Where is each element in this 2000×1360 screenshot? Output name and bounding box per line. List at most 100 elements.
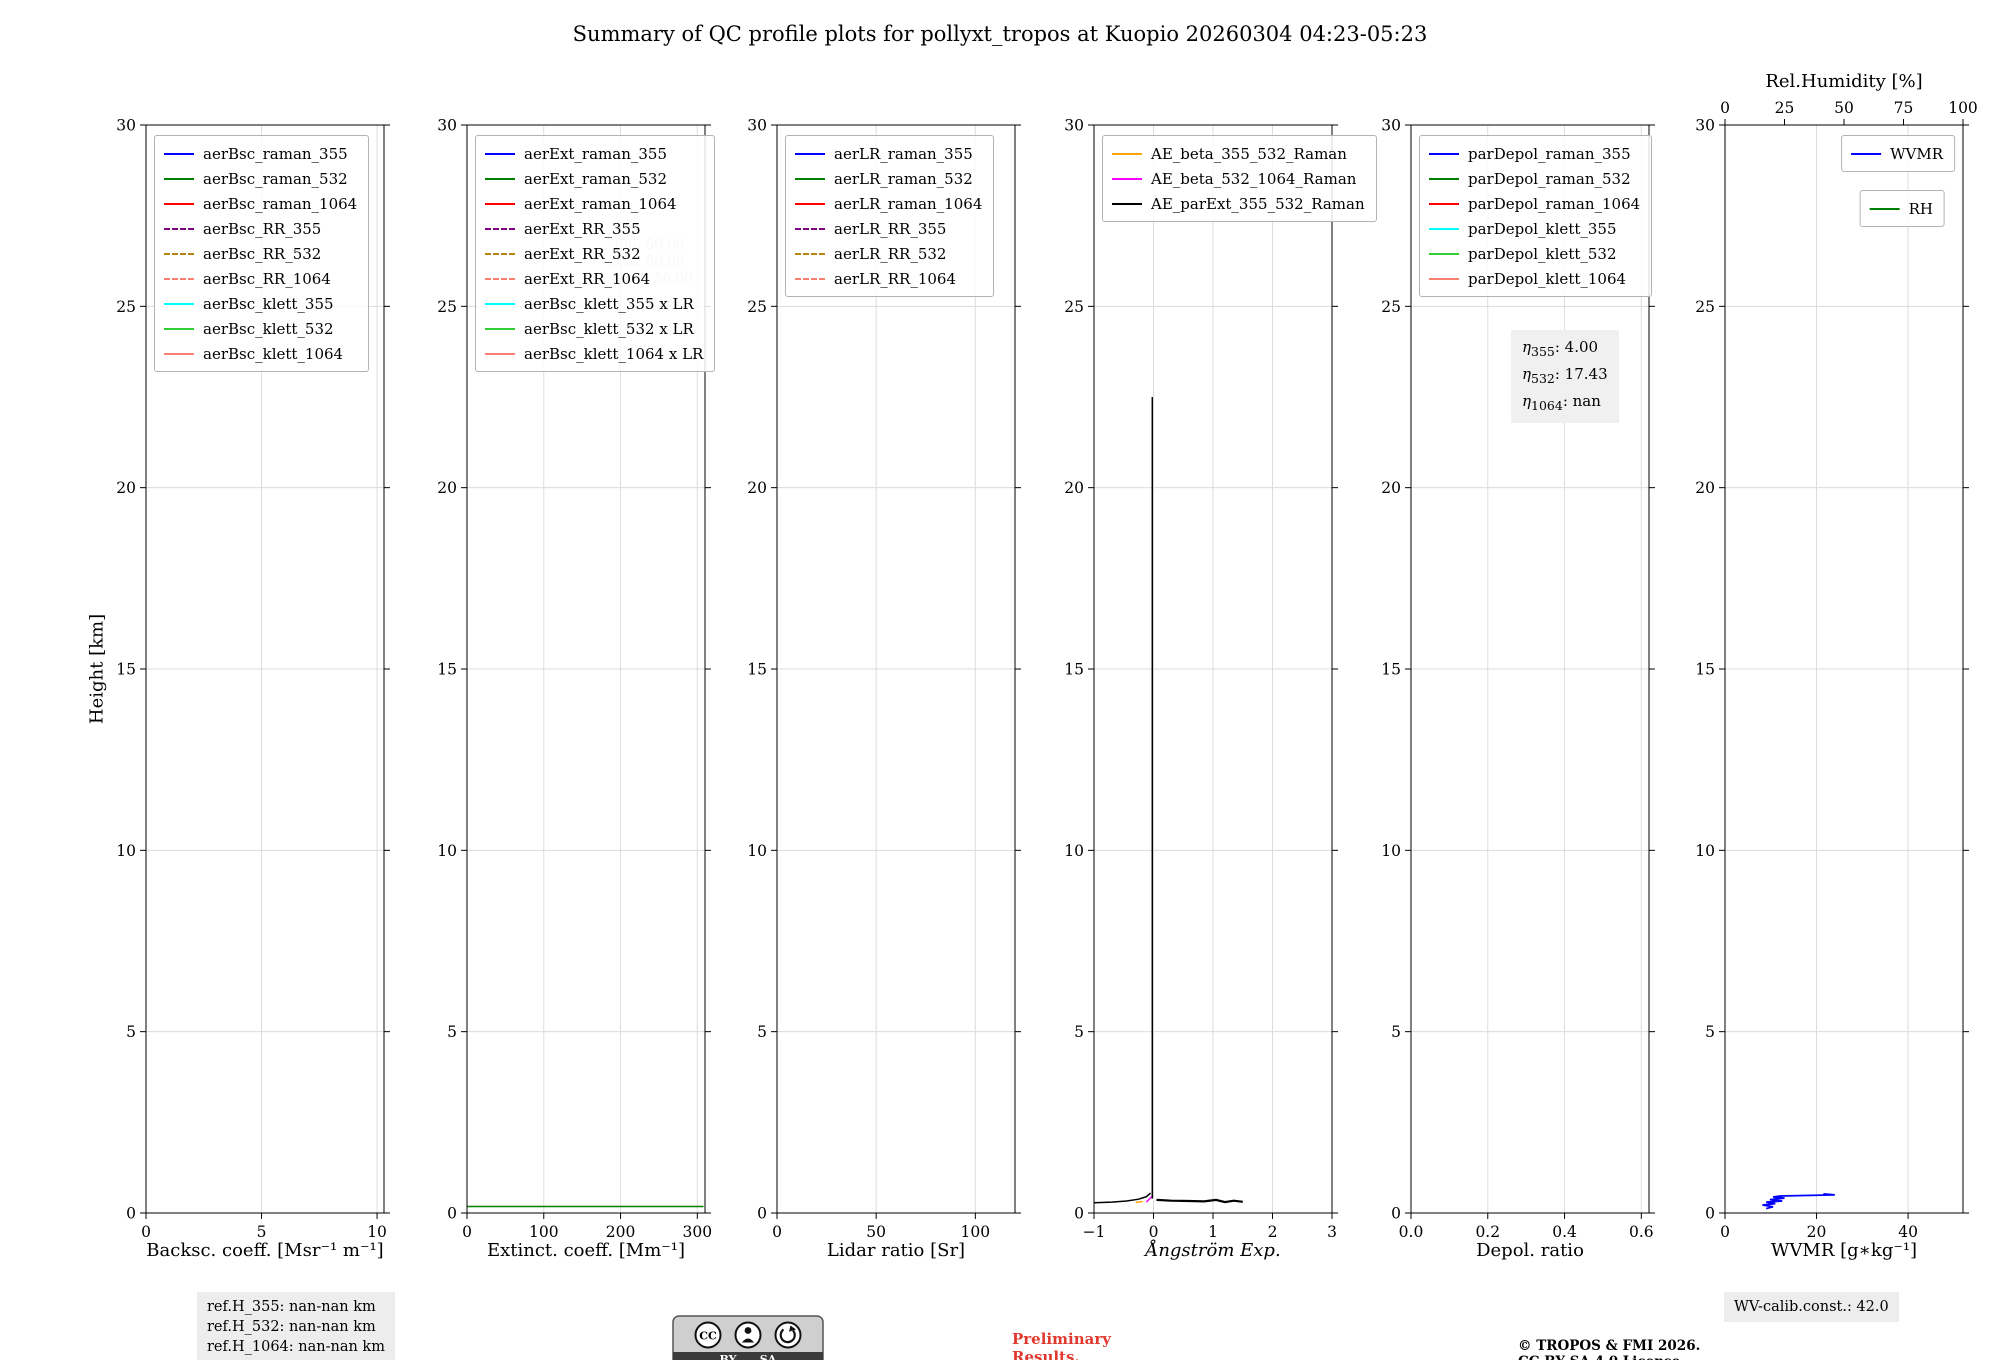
svg-text:3: 3 — [1327, 1223, 1337, 1241]
axes-ticks: 0 100 200 300 0 5 10 15 20 25 30 — [437, 117, 712, 1242]
svg-text:10: 10 — [1381, 842, 1401, 860]
svg-text:15: 15 — [437, 661, 457, 679]
svg-text:10: 10 — [747, 842, 767, 860]
svg-text:5: 5 — [1705, 1023, 1715, 1041]
axes-ticks: 0 50 100 0 5 10 15 20 25 30 — [747, 117, 1021, 1241]
svg-text:0: 0 — [447, 1205, 457, 1223]
legend-line-sample — [485, 202, 515, 205]
eta-line: η532: 17.43 — [1522, 365, 1608, 386]
svg-text:15: 15 — [1381, 661, 1401, 679]
svg-text:5: 5 — [126, 1023, 136, 1041]
legend-line-sample — [1429, 277, 1459, 280]
svg-text:1: 1 — [1208, 1223, 1218, 1241]
legend-label: aerBsc_RR_532 — [203, 244, 322, 263]
legend-lidar-ratio: aerLR_raman_355 aerLR_raman_532 aerLR_rama… — [785, 135, 995, 297]
legend-entry: aerLR_RR_355 — [795, 216, 982, 241]
legend-line-sample — [1112, 177, 1142, 180]
svg-text:15: 15 — [747, 661, 767, 679]
svg-text:5: 5 — [257, 1223, 267, 1241]
legend-line-sample — [164, 352, 194, 355]
legend-label: aerLR_RR_1064 — [834, 269, 957, 288]
svg-text:10: 10 — [1064, 842, 1084, 860]
legend-line-sample — [485, 227, 515, 230]
svg-text:0: 0 — [1720, 99, 1730, 117]
legend-label: aerLR_raman_532 — [834, 169, 973, 188]
legend-label: AE_beta_355_532_Raman — [1151, 144, 1347, 163]
legend-line-sample — [1429, 152, 1459, 155]
svg-text:50: 50 — [1834, 99, 1854, 117]
svg-text:30: 30 — [116, 117, 136, 135]
svg-text:300: 300 — [683, 1223, 713, 1241]
cc-icon-label: CC — [699, 1330, 717, 1343]
svg-text:5: 5 — [447, 1023, 457, 1041]
legend-entry: parDepol_klett_532 — [1429, 241, 1640, 266]
svg-text:50: 50 — [866, 1223, 886, 1241]
svg-text:0: 0 — [1720, 1223, 1730, 1241]
legend-label: WVMR — [1890, 144, 1943, 163]
legend-entry: aerBsc_klett_355 — [164, 291, 357, 316]
svg-text:0: 0 — [772, 1223, 782, 1241]
legend-label: aerExt_RR_355 — [524, 219, 641, 238]
legend-label: aerBsc_RR_355 — [203, 219, 322, 238]
grid — [1093, 124, 1333, 1214]
legend-entry: AE_parExt_355_532_Raman — [1112, 191, 1365, 216]
panel-wvmr: 0 20 40 0 5 10 15 20 25 30 0 25 50 75 100 Rel.Humidity … — [1695, 71, 1978, 1241]
by-label: BY — [720, 1353, 737, 1360]
legend-entry: aerBsc_klett_1064 — [164, 341, 357, 366]
svg-text:20: 20 — [437, 479, 457, 497]
svg-text:30: 30 — [437, 117, 457, 135]
reference-heights-box: ref.H_355: nan-nan km ref.H_532: nan-nan… — [197, 1292, 395, 1360]
legend-label: AE_parExt_355_532_Raman — [1151, 194, 1365, 213]
legend-entry: aerBsc_klett_532 — [164, 316, 357, 341]
legend-line-sample — [164, 152, 194, 155]
legend-label: aerBsc_klett_355 x LR — [524, 294, 694, 313]
legend-line-sample — [164, 227, 194, 230]
legend-label: parDepol_raman_532 — [1468, 169, 1631, 188]
legend-label: aerExt_RR_1064 — [524, 269, 651, 288]
legend-line-sample — [1429, 202, 1459, 205]
svg-text:20: 20 — [116, 479, 136, 497]
svg-text:5: 5 — [757, 1023, 767, 1041]
legend-extinction: aerExt_raman_355 aerExt_raman_532 aerExt_r… — [475, 135, 716, 372]
legend-entry: aerBsc_raman_1064 — [164, 191, 357, 216]
series-group — [1762, 1192, 1835, 1210]
legend-line-sample — [1869, 207, 1900, 210]
legend-line-sample — [1851, 152, 1882, 155]
legend-line-sample — [485, 277, 515, 280]
svg-text:30: 30 — [1695, 117, 1715, 135]
legend-backscatter: aerBsc_raman_355 aerBsc_raman_532 aerBsc_r… — [154, 135, 370, 372]
legend-entry: AE_beta_355_532_Raman — [1112, 141, 1365, 166]
copyright-line-2: CC BY SA 4.0 License. — [1518, 1354, 1700, 1360]
svg-text:25: 25 — [1381, 298, 1401, 316]
series-AE_beta_532_1064_Raman — [1145, 1196, 1153, 1203]
legend-label: aerBsc_RR_1064 — [203, 269, 331, 288]
legend-entry: aerLR_raman_532 — [795, 166, 982, 191]
legend-entry: aerExt_RR_355 — [485, 216, 703, 241]
legend2-wvmr: RH — [1859, 190, 1945, 227]
x-axis-label-depol: Depol. ratio — [1476, 1240, 1584, 1261]
cc-icon: CC — [694, 1321, 722, 1349]
svg-text:100: 100 — [1948, 99, 1978, 117]
legend-line-sample — [164, 277, 194, 280]
legend-entry: aerExt_RR_1064 — [485, 266, 703, 291]
legend-label: AE_beta_532_1064_Raman — [1151, 169, 1357, 188]
svg-text:0.4: 0.4 — [1552, 1223, 1577, 1241]
svg-text:40: 40 — [1898, 1223, 1918, 1241]
series-AE_beta_355_532_Raman — [1135, 1200, 1143, 1204]
legend-entry: aerExt_raman_532 — [485, 166, 703, 191]
legend-line-sample — [485, 352, 515, 355]
legend-line-sample — [795, 252, 825, 255]
ref-h-355: ref.H_355: nan-nan km — [207, 1299, 376, 1315]
legend-entry: aerBsc_RR_1064 — [164, 266, 357, 291]
svg-text:25: 25 — [116, 298, 136, 316]
legend-label: aerExt_RR_532 — [524, 244, 641, 263]
legend-label: aerLR_raman_1064 — [834, 194, 983, 213]
svg-text:30: 30 — [1064, 117, 1084, 135]
ref-h-532: ref.H_532: nan-nan km — [207, 1319, 376, 1335]
legend-label: parDepol_raman_355 — [1468, 144, 1631, 163]
svg-text:30: 30 — [1381, 117, 1401, 135]
svg-text:15: 15 — [1064, 661, 1084, 679]
legend-entry: aerLR_RR_1064 — [795, 266, 982, 291]
axes-ticks: 0 5 10 0 5 10 15 20 25 30 — [116, 117, 390, 1241]
legend-line-sample — [485, 327, 515, 330]
